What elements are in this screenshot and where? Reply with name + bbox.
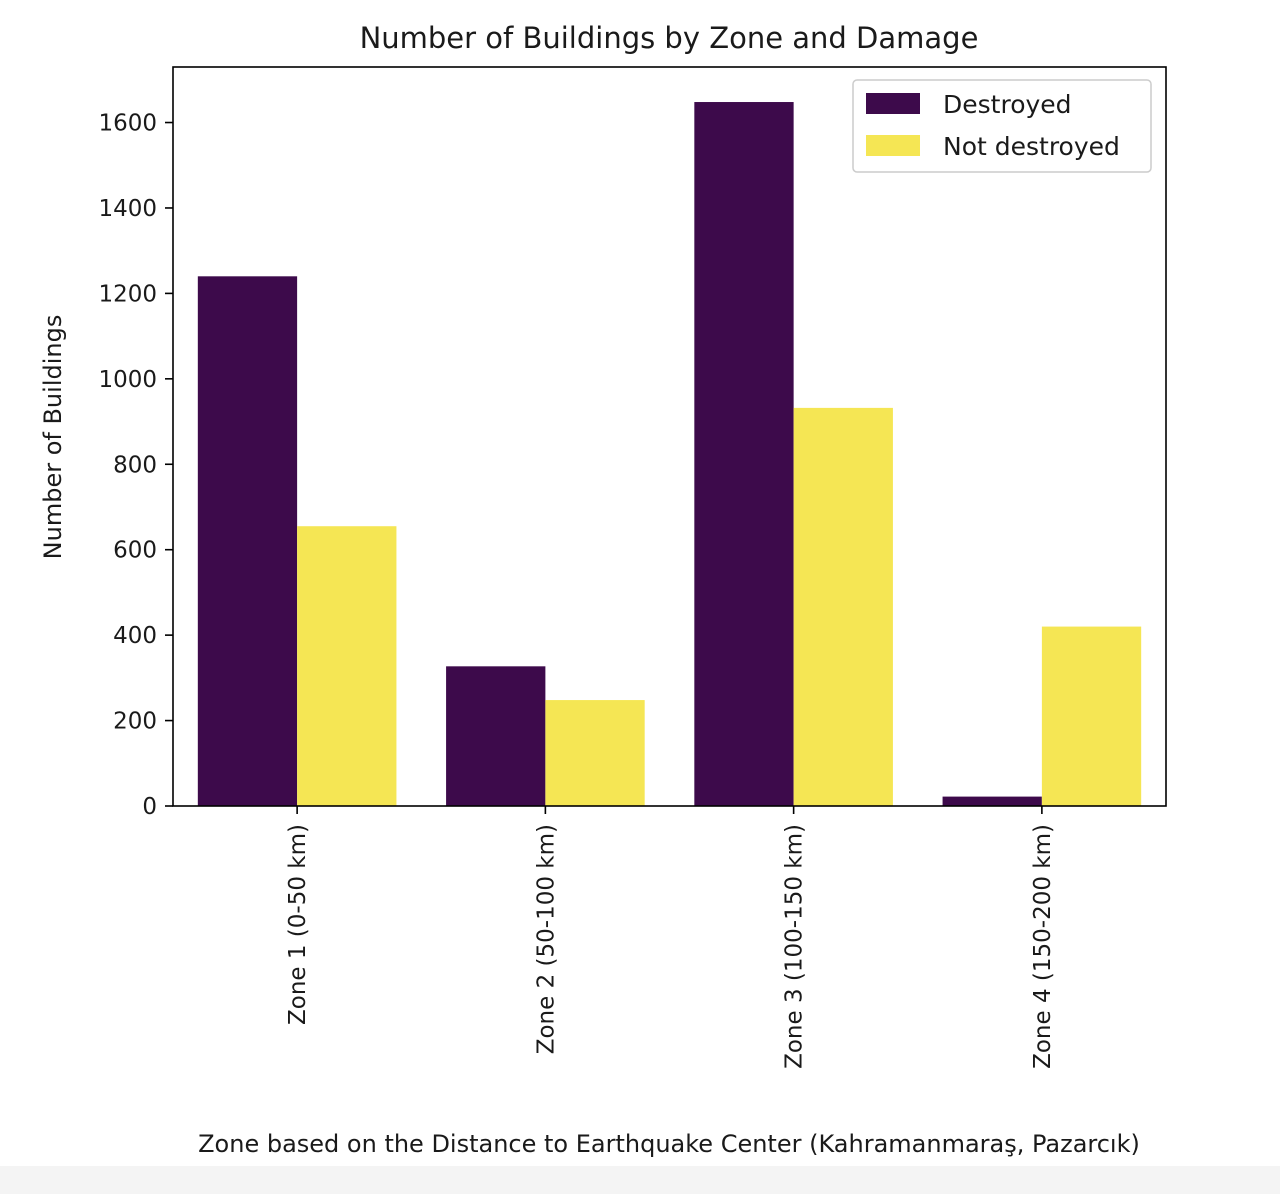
y-axis-label: Number of Buildings [39,315,67,560]
chart-title: Number of Buildings by Zone and Damage [360,21,979,55]
y-tick-label: 1600 [98,111,157,137]
bar-destroyed-zone-2 [446,666,546,806]
bar-destroyed-zone-1 [197,276,298,806]
x-tick-label-zone-4: Zone 4 (150-200 km) [1030,824,1056,1069]
bars-layer [197,102,1142,806]
bar-destroyed-zone-4 [942,796,1042,806]
bottom-strip [0,1166,1280,1194]
legend-label-not-destroyed: Not destroyed [943,132,1120,161]
y-tick-label: 400 [113,623,157,649]
y-tick-label: 600 [113,538,157,564]
bar-destroyed-zone-3 [694,102,794,806]
bar-not-destroyed-zone-4 [1041,626,1142,806]
y-tick-label: 200 [113,709,157,735]
x-axis: Zone 1 (0-50 km) Zone 2 (50-100 km) Zone 3… [285,806,1056,1069]
legend-label-destroyed: Destroyed [943,90,1072,119]
x-axis-label: Zone based on the Distance to Earthquake… [198,1130,1140,1158]
x-tick-label-zone-3: Zone 3 (100-150 km) [782,824,808,1069]
x-tick-label-zone-1: Zone 1 (0-50 km) [285,824,311,1025]
plot-frame [172,66,1167,807]
y-tick-label: 1000 [98,367,157,393]
legend-frame [852,79,1152,173]
bar-not-destroyed-zone-3 [793,407,893,806]
legend: Destroyed Not destroyed [852,79,1152,173]
y-tick-label: 1400 [98,196,157,222]
bar-not-destroyed-zone-1 [297,526,397,806]
y-tick-label: 0 [142,794,157,820]
x-tick-label-zone-2: Zone 2 (50-100 km) [533,824,559,1054]
y-axis: 0 200 400 600 800 1000 1200 1400 1600 [98,111,173,820]
legend-swatch-not-destroyed [866,135,920,156]
y-tick-label: 800 [113,452,157,478]
legend-swatch-destroyed [866,93,920,114]
bar-not-destroyed-zone-2 [545,700,645,806]
y-tick-label: 1200 [98,281,157,307]
